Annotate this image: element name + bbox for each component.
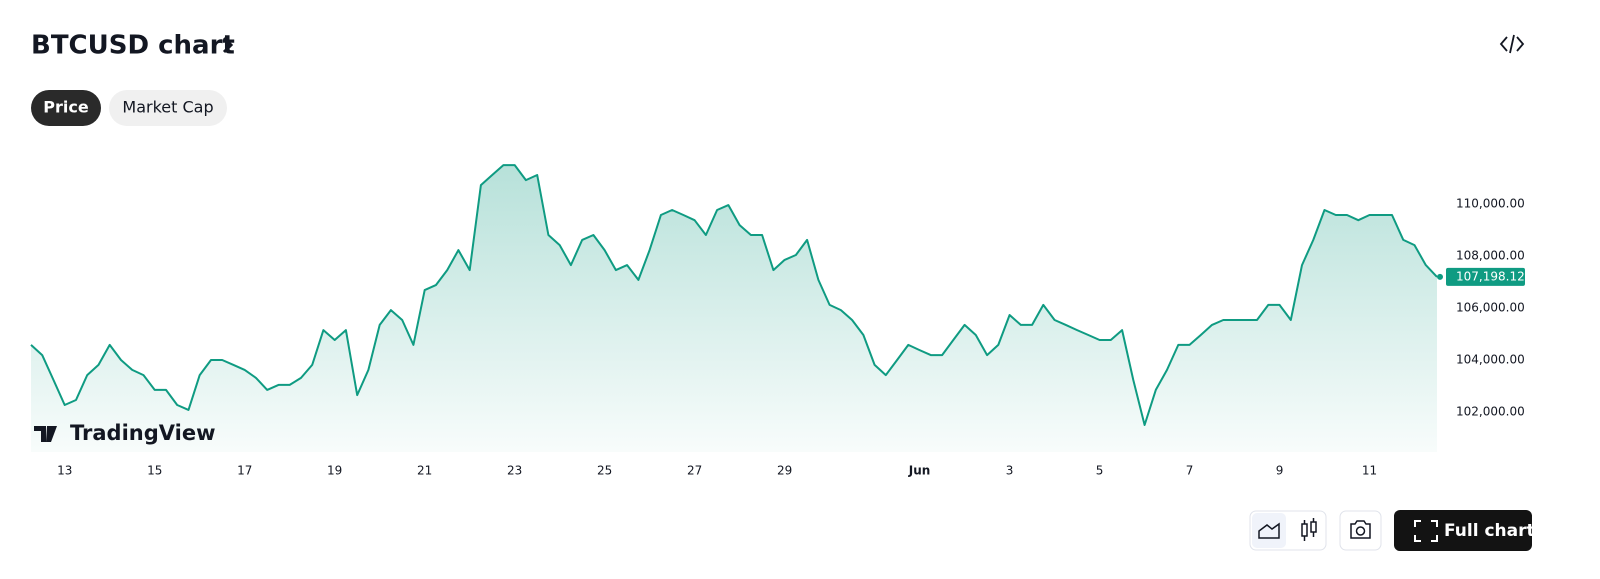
x-tick-label: 3 (1006, 464, 1014, 478)
x-tick-label: 21 (417, 464, 432, 478)
y-tick-label: 104,000.00 (1456, 352, 1525, 366)
y-tick-label: 106,000.00 (1456, 301, 1525, 315)
x-tick-label: 27 (687, 464, 702, 478)
full-chart-button[interactable] (1394, 510, 1532, 551)
line-style-button[interactable] (1252, 513, 1286, 548)
x-tick-label: 9 (1276, 464, 1284, 478)
x-tick-label: 11 (1362, 464, 1377, 478)
x-tick-label: 5 (1096, 464, 1104, 478)
tab-active[interactable] (31, 90, 101, 126)
last-price-box (1446, 267, 1525, 286)
last-price-dot (1437, 273, 1443, 280)
plot: 102,000.00 104,000.00 106,000.00 108,000.00… (30, 164, 1525, 478)
camera-icon (1350, 520, 1371, 539)
watermark: TradingView (70, 421, 215, 445)
x-tick-label: 29 (777, 464, 792, 478)
x-tick-label: Jun (908, 464, 931, 478)
logo-mark (34, 426, 57, 442)
area-icon (1258, 522, 1280, 539)
tab-label[interactable]: Price (43, 98, 89, 117)
x-tick-label: 23 (507, 464, 522, 478)
y-tick-label: 102,000.00 (1456, 404, 1525, 418)
x-tick-label: 17 (237, 464, 252, 478)
price-line (30, 164, 1438, 426)
tab[interactable] (109, 90, 227, 126)
y-tick-label: 108,000.00 (1456, 249, 1525, 263)
embed-icon[interactable] (1499, 34, 1525, 54)
x-tick-label: 15 (147, 464, 162, 478)
x-tick-label: 7 (1186, 464, 1194, 478)
candles-button[interactable] (1301, 518, 1317, 541)
fullscreen-icon (1414, 520, 1438, 542)
x-tick-label: 25 (597, 464, 612, 478)
camera-lens (1355, 526, 1366, 536)
x-tick-label: 13 (57, 464, 72, 478)
y-tick-label: 110,000.00 (1456, 197, 1525, 211)
tab-label[interactable]: Market Cap (122, 98, 213, 117)
title[interactable]: BTCUSD chart (31, 31, 235, 61)
full-chart-label[interactable]: Full chart (1444, 521, 1535, 541)
snapshot-button[interactable] (1339, 510, 1382, 551)
chevron[interactable] (222, 36, 234, 54)
x-tick-label: 19 (327, 464, 342, 478)
last-price-label: 107,198.12 (1456, 269, 1525, 283)
area-fill (31, 165, 1437, 452)
